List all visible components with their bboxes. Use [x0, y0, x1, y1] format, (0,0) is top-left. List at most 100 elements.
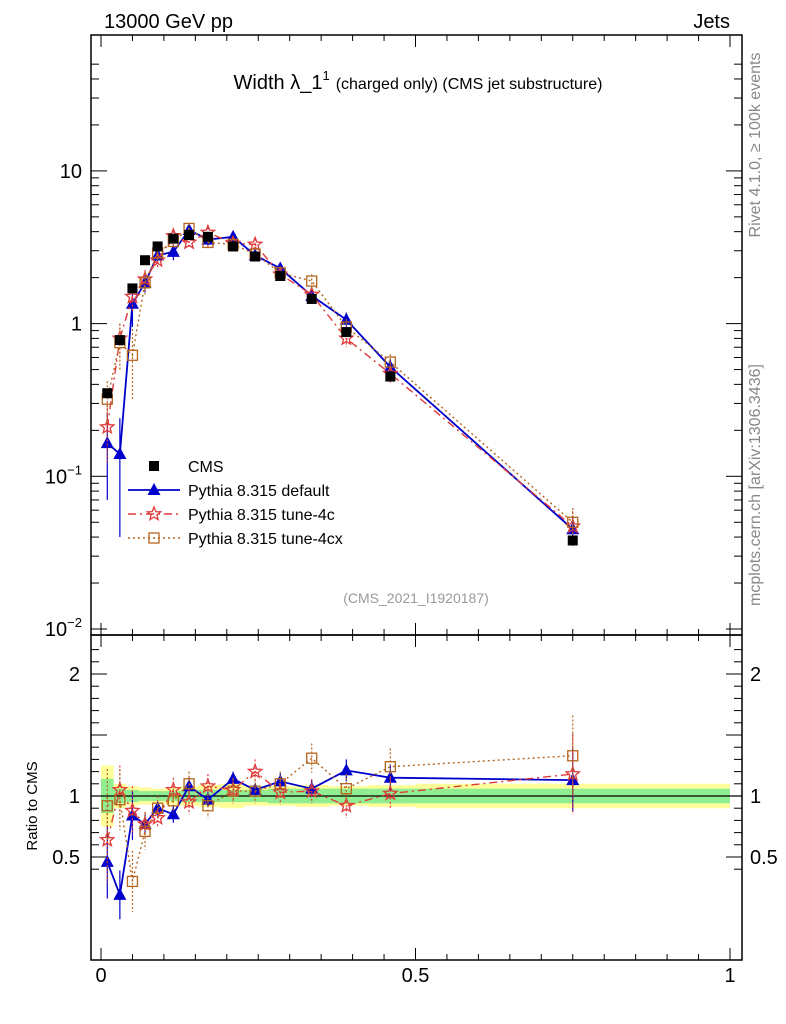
y-tick-label-base: 10 [60, 161, 82, 183]
ratio-point-tune4cx [567, 750, 579, 762]
chart-title-subtitle: (charged only) (CMS jet substructure) [336, 76, 603, 93]
analysis-watermark: (CMS_2021_I1920187) [343, 590, 489, 606]
ratio-point-tune4cx [126, 875, 139, 888]
data-point-tune4c [337, 329, 355, 346]
ratio-point-default [113, 887, 127, 900]
ratio-point-tune4cx [167, 795, 179, 807]
legend-label-default: Pythia 8.315 default [188, 483, 330, 500]
data-point-cms [184, 230, 195, 241]
legend-marker-cms [149, 461, 159, 471]
legend-marker-tune4c [145, 505, 163, 522]
data-point-tune4c [180, 233, 198, 250]
data-point-tune4cx [384, 356, 396, 368]
y-tick-label-base: 10 [45, 466, 67, 488]
mcplots-label: mcplots.cern.ch [arXiv:1306.3436] [747, 364, 764, 606]
data-point-tune4c [124, 287, 141, 304]
series-line-tune4cx [106, 227, 574, 523]
ratio-point-tune4c [98, 831, 116, 848]
chart-title: Width λ_11 (charged only) (CMS jet substr… [234, 68, 603, 94]
y-tick-label-main: 1 [71, 314, 82, 336]
y-tick-label-ratio: 1 [69, 786, 80, 808]
ratio-point-tune4c [246, 762, 264, 779]
y-tick-label-ratio: 2 [69, 664, 80, 686]
data-point-cms [140, 255, 151, 266]
ratio-point-tune4c [180, 793, 198, 810]
main-data-layer [98, 222, 582, 546]
ratio-point-tune4cx [249, 785, 261, 797]
data-point-tune4cx [139, 277, 151, 289]
data-point-cms [228, 241, 239, 252]
y-tick-label-ratio-right: 1 [750, 786, 761, 808]
ratio-point-default [339, 763, 353, 776]
legend: CMS Pythia 8.315 default Pythia 8.315 tune… [128, 459, 343, 548]
ratio-point-tune4cx [306, 752, 318, 764]
rivet-version-label: Rivet 4.1.0, ≥ 100k events [747, 53, 764, 238]
ratio-point-tune4c [149, 809, 166, 826]
data-point-tune4c [246, 235, 264, 252]
y-tick-label-exponent: −1 [67, 462, 82, 477]
ratio-point-default [100, 854, 114, 867]
x-tick-label: 1 [724, 965, 735, 987]
data-point-cms [152, 241, 163, 252]
ratio-point-tune4c [136, 815, 154, 832]
data-point-tune4cx [567, 516, 579, 528]
data-point-cms [567, 535, 578, 546]
y-tick-label-exponent: −2 [67, 615, 82, 630]
ratio-point-tune4cx [384, 761, 396, 773]
y-tick-label-base: 1 [71, 314, 82, 336]
legend-label-tune4c: Pythia 8.315 tune-4c [188, 507, 335, 524]
ratio-point-tune4cx [101, 800, 113, 812]
data-point-tune4c [98, 418, 116, 435]
data-point-cms [341, 327, 352, 338]
chart-title-main: Width λ_1 [234, 72, 323, 94]
data-point-cms [306, 293, 317, 304]
ratio-point-tune4cx [274, 778, 286, 790]
y-tick-label-main: 10 [60, 161, 82, 183]
y-tick-label-ratio-right: 0.5 [750, 847, 778, 869]
data-point-cms [102, 388, 113, 399]
ratio-point-tune4c [303, 782, 321, 799]
ratio-point-tune4c [382, 784, 399, 801]
data-point-cms [114, 335, 125, 346]
data-point-cms [202, 231, 213, 242]
y-tick-label-main: 10−1 [45, 462, 82, 488]
ratio-point-tune4c [271, 783, 289, 800]
ratio-y-label: Ratio to CMS [24, 761, 41, 850]
data-point-tune4cx [306, 275, 318, 287]
y-tick-label-main: 10−2 [45, 615, 82, 641]
data-point-cms [168, 233, 179, 244]
ratio-point-default [166, 807, 180, 820]
ratio-point-default [151, 801, 165, 814]
legend-label-tune4cx: Pythia 8.315 tune-4cx [188, 531, 343, 548]
data-point-tune4cx [126, 349, 139, 361]
legend-marker-default [147, 483, 161, 495]
y-tick-label-ratio-right: 2 [750, 664, 761, 686]
series-line-tune4c [106, 231, 574, 527]
x-tick-label: 0.5 [402, 965, 430, 987]
ratio-point-tune4cx [139, 825, 151, 838]
ratio-point-tune4c [111, 781, 129, 798]
ratio-point-tune4cx [340, 783, 352, 795]
ratio-point-tune4c [199, 777, 217, 794]
data-point-default [166, 244, 180, 257]
ratio-data-layer [98, 715, 582, 920]
ratio-point-tune4cx [202, 800, 214, 812]
y-tick-label-base: 10 [45, 619, 67, 641]
data-point-cms [385, 371, 396, 382]
header-right: Jets [693, 11, 730, 33]
header-left: 13000 GeV pp [104, 11, 233, 33]
data-point-cms [250, 251, 261, 262]
y-tick-label-ratio: 0.5 [52, 847, 80, 869]
ratio-point-tune4cx [114, 794, 126, 806]
x-tick-label: 0 [95, 965, 106, 987]
ratio-point-tune4cx [227, 785, 239, 797]
ratio-point-tune4c [338, 797, 355, 813]
data-point-default [113, 446, 127, 459]
ratio-panel-frame [90, 634, 743, 961]
data-point-cms [275, 270, 286, 281]
series-line-default [106, 228, 574, 530]
data-point-default [100, 436, 114, 449]
chart-title-superscript: 1 [322, 68, 329, 83]
